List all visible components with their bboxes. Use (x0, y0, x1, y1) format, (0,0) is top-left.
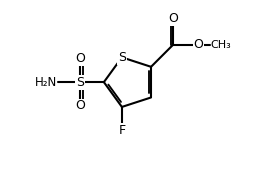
Text: S: S (118, 51, 126, 64)
Text: H₂N: H₂N (35, 76, 58, 89)
Text: F: F (118, 124, 126, 137)
Text: O: O (75, 99, 85, 112)
Text: O: O (168, 12, 178, 25)
Text: O: O (194, 38, 203, 51)
Text: O: O (75, 52, 85, 65)
Text: CH₃: CH₃ (211, 40, 231, 50)
Text: S: S (76, 76, 84, 89)
